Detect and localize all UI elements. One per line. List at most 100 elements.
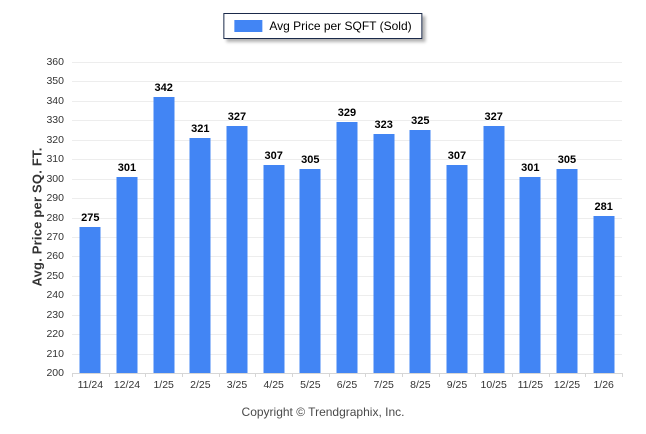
bar-value-label: 329 (337, 107, 357, 120)
legend-label: Avg Price per SQFT (Sold) (269, 19, 412, 33)
y-tick-label: 300 (46, 172, 64, 185)
x-tick-label: 11/24 (77, 379, 104, 391)
x-axis-tick (145, 373, 147, 377)
bar-value-label: 307 (264, 150, 283, 163)
x-tick-label: 12/24 (113, 379, 141, 391)
x-axis-tick (548, 373, 550, 377)
y-tick-label: 350 (46, 75, 64, 88)
bar-column: 307 9/25 (439, 62, 476, 391)
x-tick-label: 7/25 (373, 379, 394, 391)
x-axis-tick (255, 373, 257, 377)
bar-column: 327 10/25 (475, 62, 512, 391)
bar (446, 165, 468, 373)
x-axis-tick (475, 373, 477, 377)
gridline (72, 100, 622, 102)
gridline (72, 81, 622, 83)
x-axis-tick (292, 373, 293, 377)
x-axis-tick (622, 373, 623, 377)
y-tick-label: 360 (46, 56, 64, 68)
y-tick-label: 200 (46, 367, 64, 379)
x-tick-label: 1/26 (593, 379, 614, 391)
bar (519, 176, 541, 373)
y-tick-label: 280 (46, 211, 64, 224)
y-tick-label: 310 (46, 153, 64, 166)
bar (226, 126, 248, 373)
copyright-text: Copyright © Trendgraphix, Inc. (241, 405, 405, 419)
bar-column: 305 5/25 (292, 62, 329, 391)
x-tick-label: 8/25 (410, 379, 431, 391)
x-tick-label: 11/25 (517, 379, 544, 391)
bar-value-label: 307 (447, 150, 467, 163)
y-tick-label: 250 (46, 269, 64, 282)
x-axis-tick (108, 373, 110, 377)
bar (116, 176, 138, 373)
bar-value-label: 327 (484, 111, 503, 124)
x-axis-tick (402, 373, 403, 377)
x-tick-label: 6/25 (336, 379, 358, 391)
x-tick-label: 10/25 (480, 379, 507, 391)
bar-column: 305 12/25 (549, 62, 586, 391)
gridline (72, 62, 622, 63)
bar-column: 275 11/24 (72, 62, 109, 391)
bar-value-label: 321 (191, 122, 210, 135)
bar-column: 301 12/24 (109, 62, 146, 391)
y-axis-tick-labels: 360 350 340 330 320 310 300 290 280 270 260 250 240 2… (0, 56, 66, 379)
bar-value-label: 305 (301, 153, 320, 166)
x-tick-label: 9/25 (446, 379, 468, 391)
legend: Avg Price per SQFT (Sold) (223, 13, 423, 39)
bar-value-label: 305 (557, 153, 577, 166)
bar-value-label: 301 (521, 161, 540, 174)
bar-value-label: 325 (411, 115, 430, 128)
y-tick-label: 270 (46, 230, 64, 243)
bar-value-label: 327 (227, 111, 247, 124)
bar-column: 327 3/25 (219, 62, 256, 391)
bar (409, 130, 431, 373)
x-tick-label: 3/25 (226, 379, 248, 391)
x-axis-tick (182, 373, 183, 377)
x-axis-tick (585, 373, 587, 377)
y-tick-label: 320 (46, 133, 64, 146)
bar (556, 168, 578, 373)
bar-value-label: 323 (374, 118, 393, 131)
plot-area: 275 11/24 301 12/24 342 1/25 321 2/25 327 3/25 307… (72, 62, 623, 391)
y-tick-label: 330 (46, 114, 64, 127)
x-axis-tick (328, 373, 330, 377)
bar (483, 126, 505, 373)
y-tick-label: 220 (46, 328, 64, 341)
bar-column: 329 6/25 (329, 62, 366, 391)
bar-value-label: 281 (594, 200, 613, 213)
x-axis-tick (218, 373, 220, 377)
bar (373, 133, 395, 373)
bar (189, 137, 211, 373)
y-tick-label: 230 (46, 308, 64, 321)
bar (336, 122, 358, 373)
bar (153, 97, 175, 373)
bar-column: 342 1/25 (145, 62, 182, 391)
y-tick-label: 340 (46, 94, 64, 107)
x-axis-tick (438, 373, 440, 377)
bar-value-label: 301 (117, 161, 137, 174)
x-tick-label: 1/25 (153, 379, 174, 391)
y-tick-label: 260 (46, 250, 64, 263)
x-tick-label: 2/25 (190, 379, 211, 391)
y-tick-label: 290 (46, 192, 64, 205)
x-tick-label: 4/25 (263, 379, 284, 391)
bar-column: 307 4/25 (255, 62, 292, 391)
bar-column: 321 2/25 (182, 62, 219, 391)
bar-column: 301 11/25 (512, 62, 549, 391)
gridline (72, 120, 622, 122)
bar-value-label: 275 (81, 212, 100, 225)
bar (593, 215, 615, 373)
x-tick-label: 5/25 (300, 379, 321, 391)
bar-column: 325 8/25 (402, 62, 439, 391)
x-axis-tick (512, 373, 513, 377)
y-tick-label: 210 (46, 347, 64, 360)
x-axis-tick (365, 373, 367, 377)
bar (263, 165, 285, 373)
bar-value-label: 342 (154, 82, 173, 94)
gridline (72, 373, 622, 374)
bar-column: 323 7/25 (365, 62, 402, 391)
x-axis-tick (72, 373, 73, 377)
x-tick-label: 12/25 (553, 379, 581, 391)
bar (299, 168, 321, 373)
